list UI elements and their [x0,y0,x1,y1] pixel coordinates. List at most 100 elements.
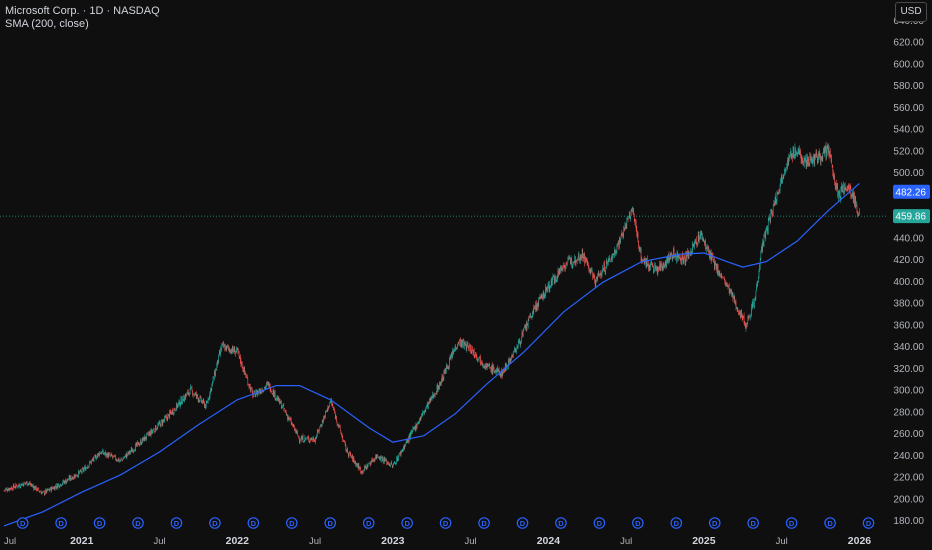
candle-body [385,460,386,461]
dividend-letter: D [712,519,718,528]
symbol-title[interactable]: Microsoft Corp. · 1D · NASDAQ [5,5,160,17]
candle-body [431,397,433,400]
candle [246,374,248,379]
candle [578,251,579,261]
candle [512,354,513,359]
indicator-label[interactable]: SMA (200, close) [5,18,89,30]
candle-body [738,314,740,315]
candle [121,459,123,462]
candle-body [850,188,852,197]
candle-body [174,409,176,411]
x-tick-label: Jul [4,536,16,547]
dividend-marker[interactable]: D [55,517,67,529]
candle-body [755,291,757,298]
currency-button[interactable]: USD [895,2,927,22]
candle-body [620,238,621,243]
candle-body [508,360,509,368]
candle [429,397,430,405]
candle [859,208,860,216]
dividend-marker[interactable]: D [401,517,413,529]
candle [846,188,847,191]
candle-body [434,394,435,397]
candle-body [836,183,837,190]
dividend-marker[interactable]: D [93,517,106,529]
candle-body [560,268,562,271]
dividend-marker[interactable]: D [670,517,683,529]
dividend-circle [132,517,144,529]
dividend-marker[interactable]: D [555,517,567,529]
candle-body [40,491,42,494]
candle [449,357,450,370]
candle-body [413,427,414,430]
dividend-marker[interactable]: D [16,517,29,529]
candle-body [518,338,520,343]
dividend-marker[interactable]: D [132,517,144,529]
dividend-letter: D [366,519,372,528]
candle-body [532,311,533,319]
dividend-marker[interactable]: D [862,517,875,529]
candle-body [440,383,441,385]
candle-body [467,343,468,345]
candle [669,256,670,264]
candle [802,155,804,166]
dividend-marker[interactable]: D [439,517,452,529]
candle-body [765,230,767,240]
candle [289,416,291,422]
candle [361,470,362,474]
candle [421,413,422,419]
candle-body [56,484,57,488]
candle [19,485,21,489]
dividend-marker[interactable]: D [593,517,606,529]
candle-body [779,190,780,192]
candle [132,448,134,454]
candle-body [447,367,448,369]
dividend-marker[interactable]: D [632,517,644,529]
dividend-marker[interactable]: D [247,517,260,529]
candle-body [13,484,14,490]
candle [37,487,39,489]
candle-body [38,488,39,491]
candle-body [670,252,672,256]
dividend-letter: D [328,519,334,528]
candle-body [70,475,72,480]
dividend-marker[interactable]: D [170,517,183,529]
candle [615,249,616,257]
candle-body [315,438,316,443]
candle [816,149,817,158]
dividend-marker[interactable]: D [516,517,529,529]
candle [162,419,164,427]
candle [8,487,10,491]
candle-body [445,368,446,373]
dividend-marker[interactable]: D [209,517,221,529]
candle-body [189,393,190,395]
dividend-marker[interactable]: D [708,517,721,529]
candle-body [109,453,110,455]
candle-body [618,243,620,247]
dividend-marker[interactable]: D [324,517,337,529]
candle-body [859,211,860,214]
x-axis[interactable]: Jul 2021 Jul 2022 Jul 2023 Jul 2024 Jul 2025 Jul 20… [4,535,871,547]
candle-body [576,259,578,263]
candle-body [243,367,245,372]
candle-body [361,471,362,474]
candle-body [253,391,255,395]
candle-body [366,464,368,470]
dividend-marker[interactable]: D [362,517,375,529]
candle [614,246,615,259]
dividend-marker[interactable]: D [785,517,798,529]
candle [700,230,701,240]
dividend-marker[interactable]: D [478,517,490,529]
candle-body [447,366,449,369]
candle-body [251,388,253,392]
candle [84,465,85,470]
dividend-marker[interactable]: D [747,517,759,529]
candle [204,400,205,408]
candle-body [223,343,224,347]
candle [767,216,769,235]
dividend-marker[interactable]: D [824,517,836,529]
candle-body [485,365,486,369]
dividend-marker[interactable]: D [286,517,298,529]
candle [576,259,577,263]
candle [668,253,669,265]
